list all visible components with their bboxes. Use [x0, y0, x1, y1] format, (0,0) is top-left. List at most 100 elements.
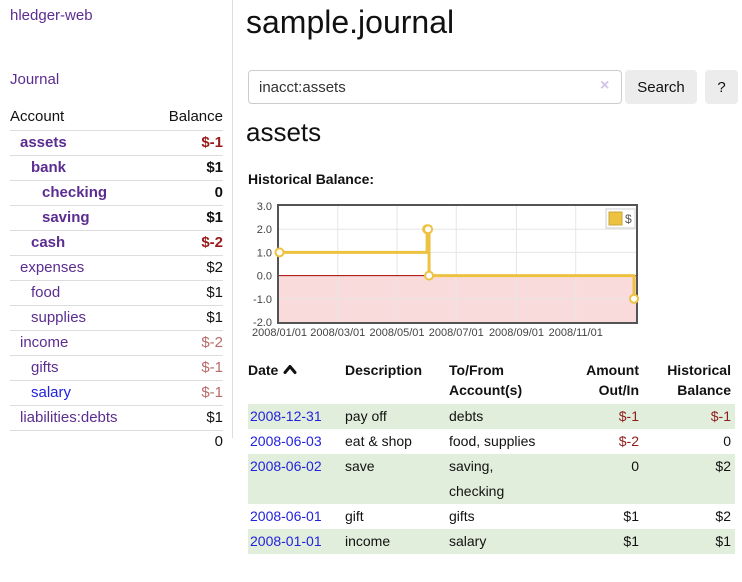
account-row: saving $1 — [10, 205, 223, 231]
sidebar: hledger-web Journal Account Balance asse… — [0, 0, 233, 450]
search-input[interactable] — [248, 70, 622, 104]
register-row: 2008-06-02 save saving, checking 0 $2 — [248, 454, 735, 504]
sidebar-account-food[interactable]: food — [31, 284, 61, 301]
transaction-description: income — [345, 533, 391, 549]
account-row: salary $-1 — [10, 380, 223, 406]
accounts-total: 0 — [214, 433, 223, 450]
account-heading: assets — [246, 117, 322, 147]
account-balance: $1 — [206, 209, 223, 226]
transaction-date-link[interactable]: 2008-01-01 — [250, 533, 322, 549]
transaction-balance: $1 — [715, 533, 731, 549]
transaction-balance: $-1 — [710, 408, 731, 424]
register-row: 2008-01-01 income salary $1 $1 — [248, 529, 735, 554]
sidebar-account-assets[interactable]: assets — [20, 134, 67, 151]
transaction-amount: $-2 — [618, 433, 639, 449]
transaction-balance: $2 — [715, 458, 731, 474]
register-header-row: Date Description To/From Account(s) Amou… — [248, 360, 735, 404]
sidebar-account-gifts[interactable]: gifts — [31, 359, 59, 376]
account-row: liabilities:debts $1 — [10, 405, 223, 431]
sidebar-account-salary[interactable]: salary — [31, 384, 72, 401]
sidebar-account-supplies[interactable]: supplies — [31, 309, 87, 326]
accounts-total-row: 0 — [10, 430, 223, 454]
register-col-date[interactable]: Date — [248, 360, 345, 404]
sidebar-account-liabilities-debts[interactable]: liabilities:debts — [20, 409, 118, 426]
transaction-date-link[interactable]: 2008-06-01 — [250, 508, 322, 524]
account-balance: $1 — [206, 309, 223, 326]
transaction-description: pay off — [345, 408, 387, 424]
data-point — [423, 224, 434, 235]
plot-border — [277, 204, 638, 324]
account-balance: $1 — [206, 159, 223, 176]
brand-link[interactable]: hledger-web — [10, 7, 93, 24]
y-tick-label: -1.0 — [253, 294, 272, 306]
transaction-date-link[interactable]: 2008-06-03 — [250, 433, 322, 449]
account-balance: $-1 — [201, 384, 223, 401]
register-col-description: Description — [345, 362, 423, 378]
y-tick-label: 0.0 — [257, 271, 272, 283]
account-row: food $1 — [10, 280, 223, 306]
account-balance: $-2 — [201, 334, 223, 351]
help-button[interactable]: ? — [705, 70, 738, 104]
register-row: 2008-12-31 pay off debts $-1 $-1 — [248, 404, 735, 429]
accounts-header-row: Account Balance — [10, 104, 223, 131]
x-tick-label: 2008/05/01 — [369, 327, 424, 339]
sidebar-account-income[interactable]: income — [20, 334, 69, 351]
account-balance: $2 — [206, 259, 223, 276]
account-balance: $1 — [206, 284, 223, 301]
transaction-date-link[interactable]: 2008-12-31 — [250, 408, 322, 424]
transaction-balance: $2 — [715, 508, 731, 524]
transaction-amount: $1 — [623, 508, 639, 524]
x-tick-label: 2008/03/01 — [310, 327, 365, 339]
sidebar-item-journal[interactable]: Journal — [10, 71, 60, 88]
account-row: gifts $-1 — [10, 355, 223, 381]
sidebar-account-saving[interactable]: saving — [42, 209, 90, 226]
x-tick-label: 2008/11/01 — [549, 327, 603, 339]
transaction-amount: $1 — [623, 533, 639, 549]
x-tick-label: 2008/07/01 — [429, 327, 484, 339]
transaction-date-link[interactable]: 2008-06-02 — [250, 458, 322, 474]
register-col-amount: Amount Out/In — [586, 362, 639, 398]
account-balance: $-1 — [201, 134, 223, 151]
account-balance: $-2 — [201, 234, 223, 251]
legend-label: $ — [625, 212, 632, 226]
register-row: 2008-06-03 eat & shop food, supplies $-2… — [248, 429, 735, 454]
sidebar-account-checking[interactable]: checking — [42, 184, 108, 201]
search-form: × Search ? — [248, 70, 742, 104]
transaction-amount: $-1 — [618, 408, 639, 424]
transaction-description: eat & shop — [345, 433, 412, 449]
legend-swatch — [608, 211, 623, 226]
accounts-table: Account Balance assets $-1 bank $1 checkin… — [10, 104, 223, 453]
transaction-accounts: salary — [449, 533, 487, 549]
register-row: 2008-06-01 gift gifts $1 $2 — [248, 504, 735, 529]
transaction-description: save — [345, 458, 375, 474]
y-tick-label: -2.0 — [253, 317, 272, 329]
data-point — [424, 270, 435, 281]
account-balance: $-1 — [201, 359, 223, 376]
y-tick-label: 1.0 — [257, 247, 272, 259]
search-button[interactable]: Search — [625, 70, 697, 104]
clear-search-icon[interactable]: × — [600, 77, 610, 94]
data-point — [274, 247, 285, 258]
y-tick-label: 3.0 — [257, 201, 272, 213]
y-tick-label: 2.0 — [257, 224, 272, 236]
account-row: supplies $1 — [10, 305, 223, 331]
account-row: bank $1 — [10, 155, 223, 181]
sidebar-account-expenses[interactable]: expenses — [20, 259, 85, 276]
account-row: assets $-1 — [10, 130, 223, 156]
page-title: sample.journal — [246, 4, 455, 40]
transaction-description: gift — [345, 508, 364, 524]
x-tick-label: 2008/09/01 — [489, 327, 544, 339]
transaction-accounts: saving, checking — [449, 458, 505, 499]
sidebar-account-cash[interactable]: cash — [31, 234, 66, 251]
historical-balance-chart: 2008/01/01 2008/03/01 2008/05/01 2008/07/01… — [252, 201, 639, 339]
accounts-col-balance: Balance — [168, 108, 223, 125]
register-col-balance: Historical Balance — [667, 362, 731, 398]
transaction-amount: 0 — [631, 458, 639, 474]
transaction-accounts: gifts — [449, 508, 475, 524]
account-balance: $1 — [206, 409, 223, 426]
register-col-accounts: To/From Account(s) — [449, 362, 523, 398]
account-row: expenses $2 — [10, 255, 223, 281]
account-balance: 0 — [214, 184, 223, 201]
transaction-accounts: debts — [449, 408, 484, 424]
sidebar-account-bank[interactable]: bank — [31, 159, 67, 176]
